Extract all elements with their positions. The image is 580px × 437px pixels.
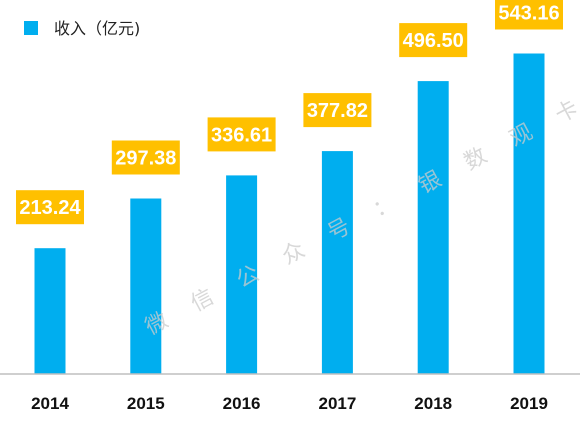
watermark-char: 众 [278,237,309,269]
data-label-2015: 297.38 [115,148,176,170]
bar-2016 [226,175,258,374]
bar-2019 [513,53,545,374]
x-tick-label-2014: 2014 [31,394,69,413]
x-tick-label-2015: 2015 [127,394,165,413]
data-label-box-2019 [495,0,563,30]
watermark-char: 数 [460,143,491,175]
bar-2018 [417,81,449,374]
watermark-char: 卡 [551,96,580,128]
x-tick-label-2016: 2016 [223,394,261,413]
data-label-box-2018 [399,23,468,58]
bar-2017 [321,151,353,374]
x-tick-label-2017: 2017 [318,394,356,413]
data-label-box-2016 [207,117,276,152]
data-label-2018: 496.50 [403,30,464,52]
data-label-2014: 213.24 [19,197,81,219]
x-tick-label-2019: 2019 [510,394,548,413]
bars [34,53,545,374]
x-tick-label-2018: 2018 [414,394,452,413]
data-label-box-2014 [16,190,84,225]
bar-2014 [34,248,66,374]
bar-2015 [130,198,162,374]
data-label-box-2015 [111,140,180,175]
legend-label: 收入（亿元) [54,19,140,38]
watermark-char: 信 [187,284,218,316]
x-tick-labels: 2014 2015 2016 2017 2018 2019 [31,394,548,413]
data-label-2017: 377.82 [307,100,368,122]
legend-swatch [24,21,38,35]
data-label-2019: 543.16 [498,3,559,25]
data-label-box-2017 [303,93,372,128]
data-label-2016: 336.61 [211,124,272,146]
watermark-char: ： [369,190,400,222]
legend: 收入（亿元) [24,19,140,38]
data-labels: 213.24 297.38 336.61 377.82 496.50 543.16 [16,0,563,225]
